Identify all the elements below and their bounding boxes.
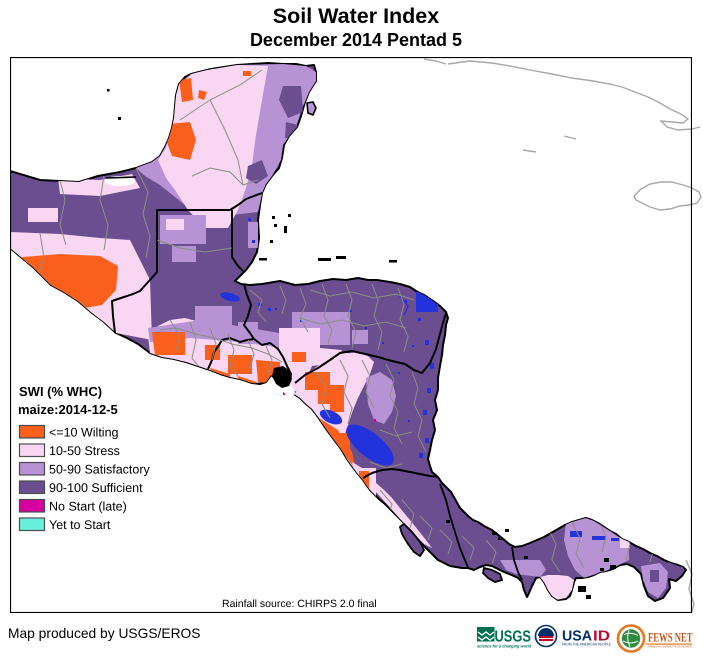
svg-text:FROM THE AMERICAN PEOPLE: FROM THE AMERICAN PEOPLE — [562, 643, 611, 647]
svg-text:FEWS NET: FEWS NET — [648, 630, 693, 645]
svg-text:Yet to Start: Yet to Start — [49, 518, 111, 532]
svg-text:maize:2014-12-5: maize:2014-12-5 — [18, 402, 118, 417]
svg-text:ID: ID — [593, 629, 610, 645]
svg-text:10-50 Stress: 10-50 Stress — [49, 444, 120, 458]
svg-text:FAMINE EARLY WARNING SYSTEMS N: FAMINE EARLY WARNING SYSTEMS NETWORK — [648, 645, 692, 649]
svg-text:USGS: USGS — [495, 629, 532, 646]
svg-text:50-90 Satisfactory: 50-90 Satisfactory — [49, 463, 150, 477]
svg-text:USA: USA — [562, 629, 593, 645]
svg-text:<=10 Wilting: <=10 Wilting — [49, 426, 119, 440]
svg-text:science for a changing world: science for a changing world — [477, 644, 531, 649]
svg-text:SWI (% WHC): SWI (% WHC) — [19, 384, 102, 399]
svg-text:No Start (late): No Start (late) — [49, 500, 127, 514]
svg-text:90-100 Sufficient: 90-100 Sufficient — [49, 481, 143, 495]
svg-text:Rainfall source: CHIRPS 2.0 fi: Rainfall source: CHIRPS 2.0 final — [222, 598, 377, 610]
